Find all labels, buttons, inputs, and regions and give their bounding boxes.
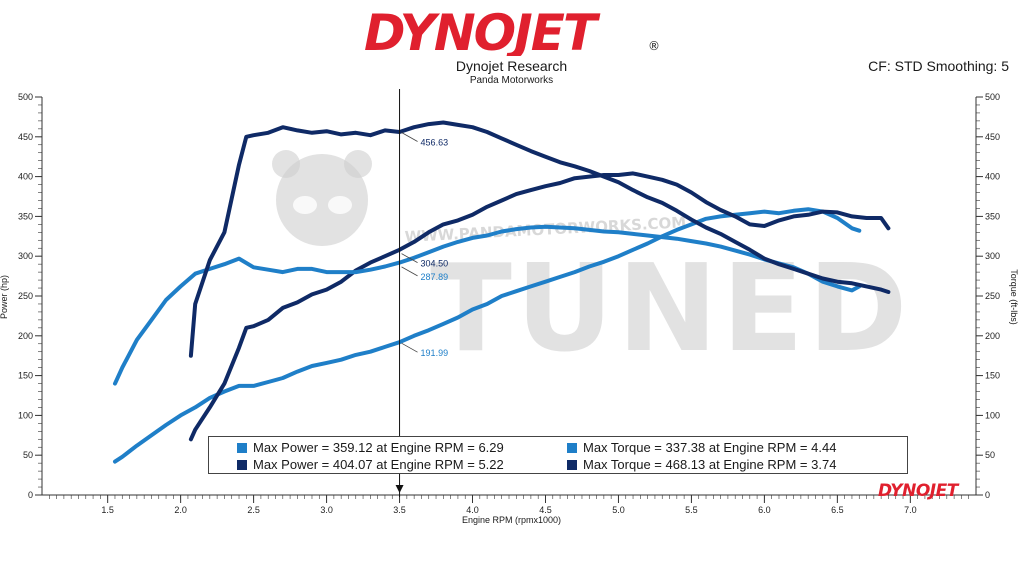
x-tick-label: 5.0 [612, 505, 625, 515]
x-axis-label: Engine RPM (rpmx1000) [461, 515, 562, 525]
cursor-leader [401, 132, 418, 142]
torque-curve-light [113, 224, 862, 386]
y-right-tick-label: 300 [985, 251, 1000, 261]
legend-item-power-light: Max Power = 359.12 at Engine RPM = 6.29 [237, 440, 504, 455]
panda-eye-watermark [293, 196, 317, 214]
y-right-tick-label: 0 [985, 490, 990, 500]
tuned-watermark-text: TUNED [430, 240, 911, 379]
correction-factor-label: CF: STD Smoothing: 5 [868, 58, 1009, 74]
legend-swatch [567, 459, 577, 470]
chart-subtitle: Panda Motorworks [469, 75, 554, 86]
cursor-leader [401, 342, 418, 353]
y-left-tick-label: 450 [18, 132, 33, 142]
y-right-tick-label: 100 [985, 410, 1000, 420]
legend-label: Max Power = 404.07 at Engine RPM = 5.22 [253, 457, 504, 472]
cursor-value-label: 287.89 [421, 272, 449, 282]
y-right-tick-label: 350 [985, 211, 1000, 221]
legend-item-power-dark: Max Power = 404.07 at Engine RPM = 5.22 [237, 457, 504, 472]
y-left-tick-label: 300 [18, 251, 33, 261]
y-right-tick-label: 250 [985, 291, 1000, 301]
logo-registered-mark: ® [648, 39, 660, 53]
legend-swatch [237, 459, 247, 470]
footer-logo: DYNOJET [878, 481, 960, 501]
x-tick-label: 1.5 [101, 505, 114, 515]
legend-item-torque-light: Max Torque = 337.38 at Engine RPM = 4.44 [567, 440, 836, 455]
legend: Max Power = 359.12 at Engine RPM = 6.29 … [208, 436, 908, 474]
y-left-tick-label: 100 [18, 410, 33, 420]
cursor-value-label: 191.99 [421, 348, 449, 358]
footer-logo-text: DYNOJET [878, 481, 960, 501]
x-tick-label: 6.5 [831, 505, 844, 515]
y-left-tick-label: 250 [18, 291, 33, 301]
cursor-leader [401, 266, 418, 277]
x-tick-label: 6.0 [758, 505, 771, 515]
x-tick-label: 3.5 [393, 505, 406, 515]
x-tick-label: 5.5 [685, 505, 698, 515]
y-right-tick-label: 150 [985, 371, 1000, 381]
cursor-marker [395, 485, 404, 493]
panda-head-watermark [276, 154, 368, 246]
legend-label: Max Torque = 468.13 at Engine RPM = 3.74 [583, 457, 837, 472]
panda-ear-watermark [272, 150, 300, 178]
y-right-tick-label: 50 [985, 450, 995, 460]
y-left-tick-label: 200 [18, 331, 33, 341]
cursor-value-label: 456.63 [421, 138, 449, 148]
y-right-tick-label: 500 [985, 92, 1000, 102]
y-left-tick-label: 400 [18, 172, 33, 182]
legend-label: Max Torque = 337.38 at Engine RPM = 4.44 [583, 440, 837, 455]
y-left-tick-label: 50 [23, 450, 33, 460]
y-right-tick-label: 400 [985, 172, 1000, 182]
torque-curve-dark [188, 120, 891, 358]
rpm-cursor[interactable]: 456.63 304.50 287.89 191.99 [395, 89, 449, 497]
y-left-tick-label: 350 [18, 211, 33, 221]
cursor-leader [401, 253, 418, 263]
legend-swatch [237, 442, 247, 453]
power-curve-light [113, 207, 862, 464]
y-right-tick-label: 200 [985, 331, 1000, 341]
legend-swatch [567, 442, 577, 453]
legend-item-torque-dark: Max Torque = 468.13 at Engine RPM = 3.74 [567, 457, 836, 472]
x-tick-label: 3.0 [320, 505, 333, 515]
y-left-tick-label: 500 [18, 92, 33, 102]
legend-label: Max Power = 359.12 at Engine RPM = 6.29 [253, 440, 504, 455]
y-left-tick-label: 0 [28, 490, 33, 500]
power-curve-dark [188, 171, 891, 442]
cursor-value-label: 304.50 [421, 259, 449, 269]
panda-eye-watermark [328, 196, 352, 214]
axes: 0 0 50 50 100 100 150 150 200 200 250 250 300 300 350 3… [18, 92, 1000, 515]
y-right-tick-label: 450 [985, 132, 1000, 142]
dynojet-logo: DYNOJET ® [364, 4, 660, 56]
x-tick-label: 2.5 [247, 505, 260, 515]
x-tick-label: 4.0 [466, 505, 479, 515]
series-group [113, 120, 891, 464]
panda-ear-watermark [344, 150, 372, 178]
logo-text: DYNOJET [364, 4, 601, 56]
chart-title: Dynojet Research [455, 58, 568, 74]
y-axis-right-label: Torque (ft-lbs) [1008, 269, 1019, 325]
x-tick-label: 7.0 [904, 505, 917, 515]
y-axis-left-label: Power (hp) [0, 274, 10, 320]
x-tick-label: 2.0 [174, 505, 187, 515]
y-left-tick-label: 150 [18, 371, 33, 381]
x-tick-label: 4.5 [539, 505, 552, 515]
